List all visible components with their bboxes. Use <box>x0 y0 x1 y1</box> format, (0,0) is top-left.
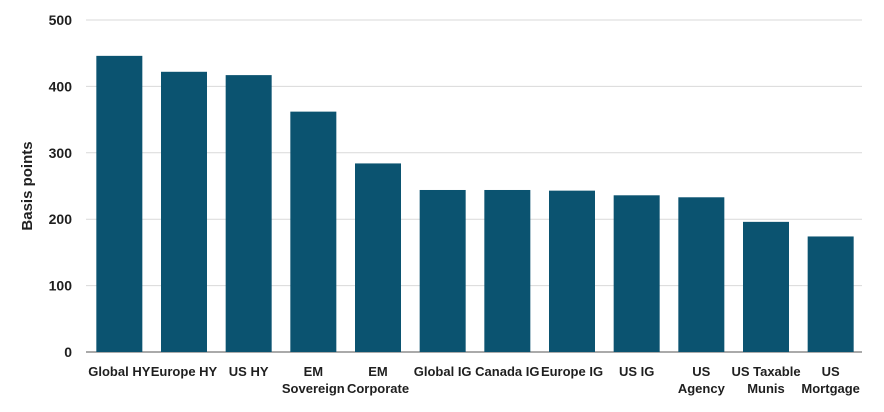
x-tick-label: EM Sovereign <box>282 364 345 396</box>
x-tick-label: EM Corporate <box>347 364 409 396</box>
bar <box>161 71 207 353</box>
y-tick-label: 100 <box>49 278 73 294</box>
bar <box>484 189 531 352</box>
gridlines <box>86 19 862 353</box>
bar <box>355 163 401 352</box>
y-tick-label: 0 <box>64 344 72 360</box>
y-axis-label: Basis points <box>19 141 36 230</box>
x-tick-label: Canada IG <box>475 364 539 379</box>
x-tick-label: Global IG <box>414 364 472 379</box>
bars <box>96 55 854 353</box>
bar <box>96 55 143 353</box>
y-axis-ticks: 0 100 200 300 400 500 <box>49 12 73 360</box>
x-tick-label: US IG <box>619 364 654 379</box>
bar <box>549 190 595 352</box>
bar <box>613 195 660 352</box>
x-tick-label: US Taxable Munis <box>731 364 800 396</box>
y-tick-label: 300 <box>49 145 73 161</box>
bar <box>290 111 337 352</box>
x-tick-label: US HY <box>229 364 269 379</box>
x-tick-label: Europe IG <box>541 364 603 379</box>
bar <box>743 221 789 352</box>
x-tick-label: Europe HY <box>151 364 218 379</box>
bar <box>807 236 854 352</box>
bar <box>678 197 725 352</box>
y-tick-label: 200 <box>49 211 73 227</box>
y-tick-label: 400 <box>49 78 73 94</box>
y-tick-label: 500 <box>49 12 73 28</box>
x-tick-label: US Mortgage <box>801 364 860 396</box>
x-tick-label: US Agency <box>678 364 726 396</box>
bar <box>225 75 272 352</box>
x-tick-label: Global HY <box>88 364 150 379</box>
bar <box>419 189 466 352</box>
